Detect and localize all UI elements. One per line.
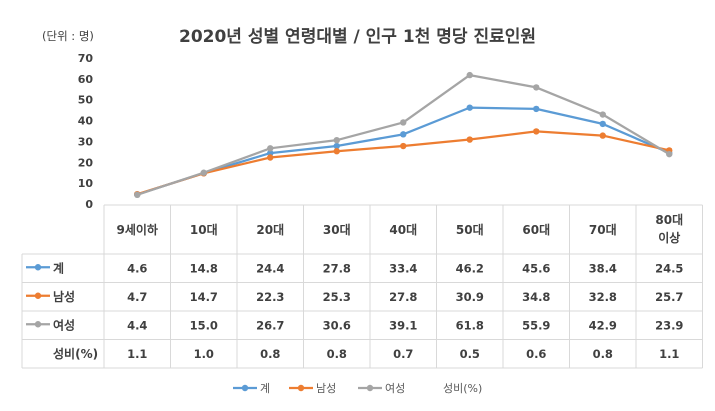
data-label: 30.9 [456,290,484,304]
data-point [200,169,207,176]
data-label: 1.0 [194,347,214,361]
y-tick-label: 40 [78,115,94,128]
chart-title: 2020년 성별 연령대별 / 인구 1천 명당 진료인원 [178,27,537,47]
category-label: 30대 [323,223,351,237]
legend-marker [297,384,305,392]
data-label: 1.1 [127,347,147,361]
row-label: 성비(%) [53,346,98,361]
data-label: 22.3 [256,290,284,304]
data-label: 14.7 [190,290,218,304]
unit-label: (단위 : 명) [42,29,94,43]
data-point [599,111,606,118]
data-label: 1.1 [659,347,679,361]
data-point [333,136,340,144]
category-label: 50대 [456,223,484,237]
data-label: 30.6 [323,318,351,332]
data-point [267,149,274,157]
y-tick-label: 50 [78,94,94,107]
data-label: 25.7 [655,290,683,304]
data-label: 24.4 [256,261,284,275]
data-label: 42.9 [589,318,617,332]
data-point [533,84,540,91]
data-point [599,120,606,128]
data-point [533,105,540,113]
row-legend-marker [34,321,42,328]
data-label: 46.2 [456,261,484,275]
data-label: 45.6 [522,261,550,275]
data-label: 23.9 [655,318,683,332]
data-point [599,132,606,139]
data-label: 25.3 [323,290,351,304]
data-label: 39.1 [389,318,417,332]
data-label: 27.8 [389,290,417,304]
legend-label: 남성 [316,382,336,395]
data-label: 0.8 [593,347,613,361]
category-label: 40대 [389,223,417,237]
y-tick-label: 30 [78,135,94,148]
data-label: 4.7 [127,290,147,304]
data-label: 0.8 [327,347,347,361]
data-label: 4.4 [127,318,147,332]
data-point [267,154,274,161]
data-point [134,191,141,199]
row-label: 남성 [53,289,75,304]
data-label: 27.8 [323,261,351,275]
data-label: 0.6 [526,347,546,361]
data-label: 0.7 [393,347,413,361]
y-tick-label: 20 [78,156,94,169]
category-label: 9세이하 [117,222,158,237]
row-label: 여성 [53,317,75,332]
y-tick-label: 0 [85,198,93,211]
data-label: 24.5 [655,261,683,275]
data-point [533,128,540,135]
data-label: 55.9 [522,318,550,332]
row-legend-marker [34,292,42,299]
data-point [466,136,473,143]
data-point [333,142,340,150]
data-label: 26.7 [256,318,284,332]
data-label: 33.4 [389,261,417,275]
data-point [267,145,274,152]
data-label: 61.8 [456,318,484,332]
category-label: 10대 [190,223,218,237]
data-point [666,150,673,158]
data-label: 0.8 [260,347,280,361]
data-point [400,142,407,150]
data-point [466,71,473,79]
data-point [333,148,340,155]
data-point [400,131,407,138]
data-point [466,104,473,111]
data-label: 14.8 [190,261,218,275]
y-tick-label: 60 [78,73,94,86]
data-label: 0.5 [460,347,480,361]
row-legend-marker [34,264,42,271]
legend-marker [366,384,374,392]
legend-label: 계 [260,382,270,395]
row-label: 계 [53,260,64,275]
series-line-1 [136,130,670,196]
y-tick-label: 70 [78,52,94,65]
data-label: 15.0 [190,318,218,332]
legend-label: 성비(%) [443,382,482,395]
data-label: 32.8 [589,290,617,304]
data-label: 38.4 [589,261,617,275]
category-label: 20대 [256,223,284,237]
category-label: 80대 이상 [655,213,683,245]
legend-marker [241,384,249,392]
legend-label: 여성 [385,382,405,395]
data-point [400,119,407,126]
category-label: 60대 [522,223,550,237]
data-label: 4.6 [127,261,147,275]
data-label: 34.8 [522,290,550,304]
category-label: 70대 [589,223,617,237]
y-tick-label: 10 [78,177,94,190]
